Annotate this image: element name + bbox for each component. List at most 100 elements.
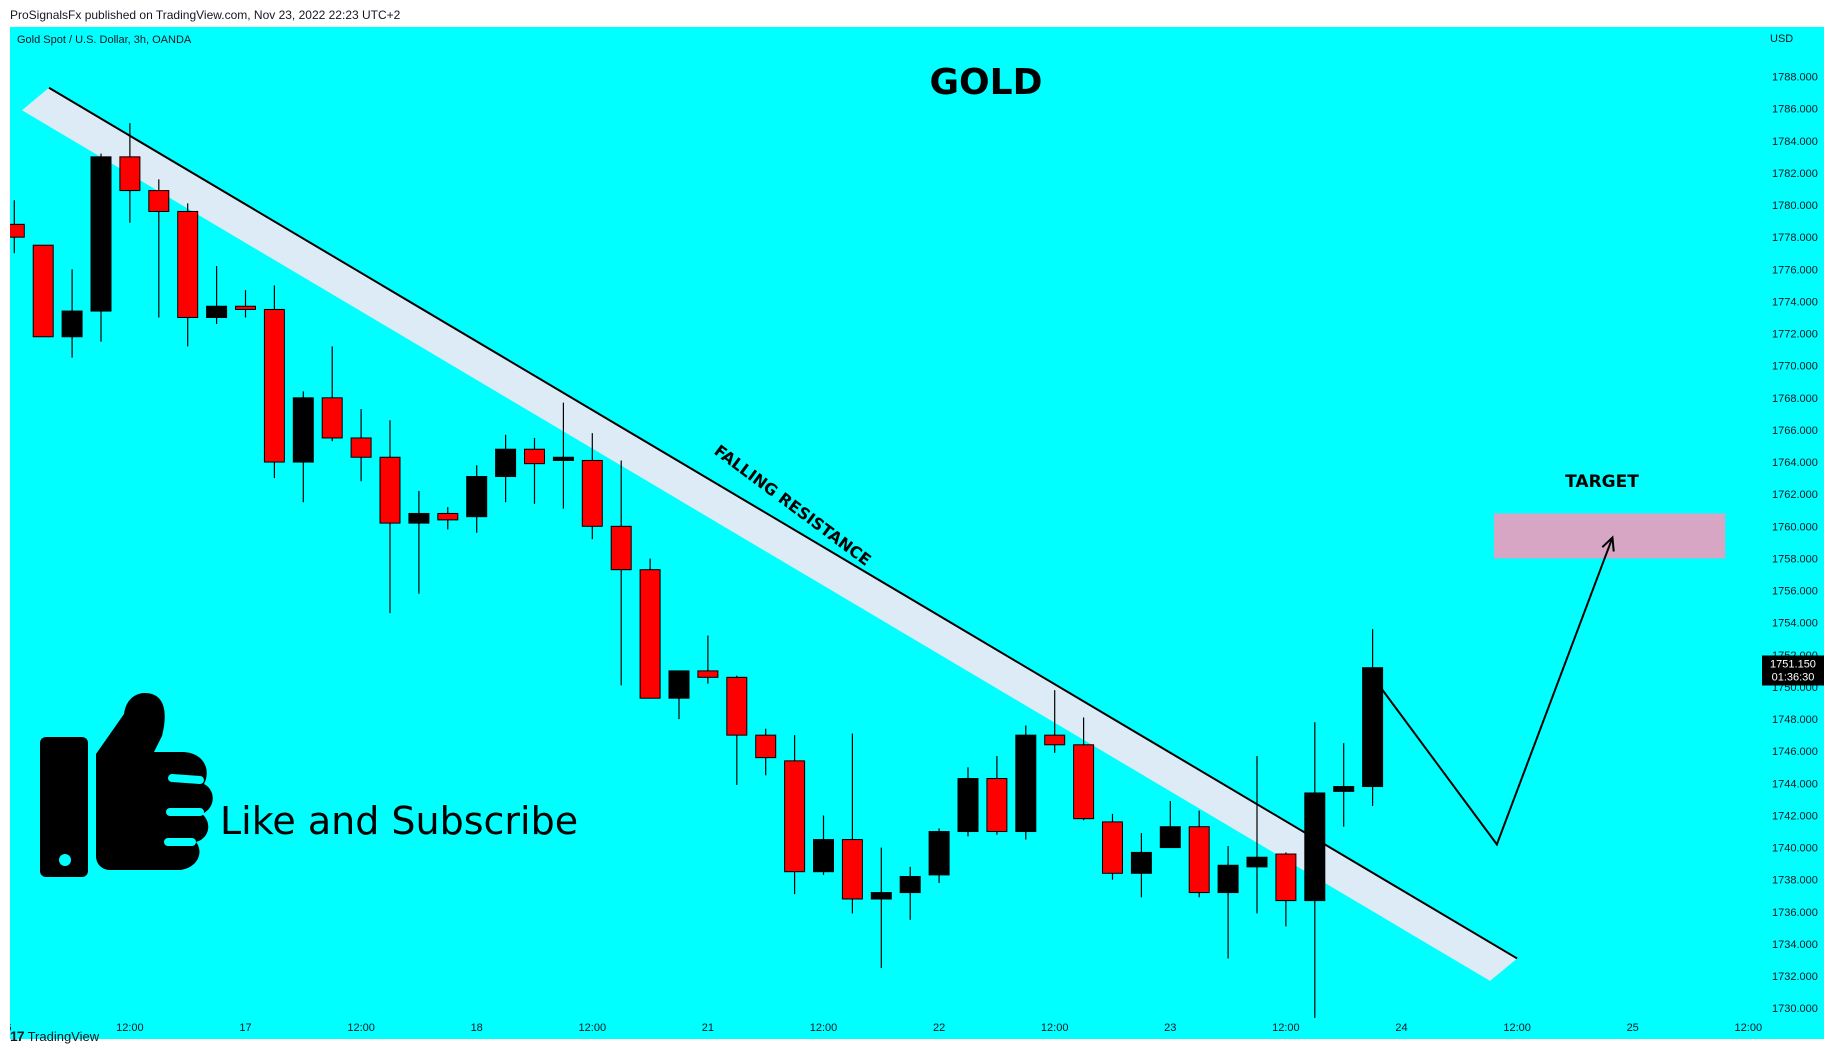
candle [899,866,921,920]
y-tick-label: 1744.000 [1772,778,1818,790]
y-tick-label: 1780.000 [1772,200,1818,212]
target-zone [1493,513,1726,559]
x-tick-label: 25 [1627,1022,1639,1034]
candle [350,409,372,482]
candle-body [928,831,950,876]
last-price-value: 1751.150 [1770,658,1816,670]
y-tick-label: 1784.000 [1772,136,1818,148]
x-tick-label: 12:00 [1735,1022,1763,1034]
candle [177,203,199,347]
y-tick-label: 1738.000 [1772,875,1818,887]
candle [581,433,603,540]
x-tick-label: 17 [239,1022,251,1034]
candle [986,756,1008,835]
x-tick-label: 22 [933,1022,945,1034]
x-tick-label: 6 [10,1022,12,1034]
candle-body [10,223,25,238]
candle-body [870,892,892,900]
y-tick-label: 1766.000 [1772,425,1818,437]
y-tick-label: 1734.000 [1772,939,1818,951]
y-tick-label: 1770.000 [1772,361,1818,373]
candle [928,828,950,883]
candle-body [206,305,228,318]
candle [1159,801,1181,849]
footer: 17 TradingView [10,1028,99,1044]
candlestick-chart[interactable]: 1730.000 1732.000 1734.000 1736.000 1738.000… [10,27,1824,1039]
candle [726,675,748,785]
candle-body [581,459,603,527]
candle [1217,845,1239,959]
candle-body [90,156,112,312]
candle-body [813,839,834,873]
footer-logo-text: TradingView [27,1028,100,1044]
candle-body [1246,856,1268,868]
candle-body [408,512,430,524]
candle-body [697,670,719,678]
candle [1333,743,1355,827]
candle [206,266,228,324]
candle-body [177,210,199,318]
candle-body [899,876,921,894]
candle-body [1304,792,1326,902]
candle [263,285,285,479]
candle [755,728,777,776]
candle [437,507,459,530]
candle [1073,717,1095,821]
candle [495,434,517,503]
candle-body [350,437,372,458]
x-tick-label: 12:00 [1041,1022,1069,1034]
candle [379,420,401,614]
y-tick-label: 1786.000 [1772,104,1818,116]
candle-body [437,512,459,521]
y-tick-label: 1772.000 [1772,329,1818,341]
x-tick-label: 12:00 [810,1022,838,1034]
candle [321,346,343,442]
candle-body [235,305,256,310]
y-tick-label: 1748.000 [1772,714,1818,726]
candle-body [1362,667,1384,788]
candle [292,391,314,503]
candle-body [61,310,83,338]
tradingview-logo-icon: 17 [10,1028,25,1044]
candle-body [292,397,314,463]
y-tick-label: 1774.000 [1772,296,1818,308]
y-tick-label: 1758.000 [1772,553,1818,565]
x-tick-label: 23 [1164,1022,1176,1034]
candle-body [986,778,1008,833]
y-tick-label: 1762.000 [1772,489,1818,501]
candle [90,153,112,342]
chart-area[interactable]: 1730.000 1732.000 1734.000 1736.000 1738.000… [10,27,1824,1039]
candle-body [957,778,979,833]
candle [668,670,690,720]
candle [813,815,834,875]
cta-text: Like and Subscribe [220,799,578,843]
candle-body [466,476,488,518]
candle [697,635,719,684]
candle [1304,722,1326,1018]
candle-body [1217,864,1239,894]
x-tick-label: 21 [702,1022,714,1034]
y-tick-label: 1742.000 [1772,810,1818,822]
candle-body [1333,786,1355,792]
candle [32,244,54,338]
candle [1102,813,1123,880]
resistance-line [48,86,1518,960]
resistance-band [21,87,1518,981]
candle-body [495,448,517,478]
candle [870,847,892,969]
candle-body [784,760,806,873]
x-tick-label: 12:00 [1503,1022,1531,1034]
candle [610,460,632,686]
publisher-line: ProSignalsFx published on TradingView.co… [10,8,401,22]
candle [1044,690,1066,753]
y-tick-label: 1768.000 [1772,393,1818,405]
thumbs-up-icon [40,692,213,877]
candle-body [639,569,661,699]
candle [784,735,806,895]
candle-body [148,190,170,212]
currency-label: USD [1770,33,1793,45]
candle-body [1102,821,1123,874]
x-tick-label: 12:00 [116,1022,144,1034]
candle [235,290,256,318]
x-tick-label: 12:00 [347,1022,375,1034]
